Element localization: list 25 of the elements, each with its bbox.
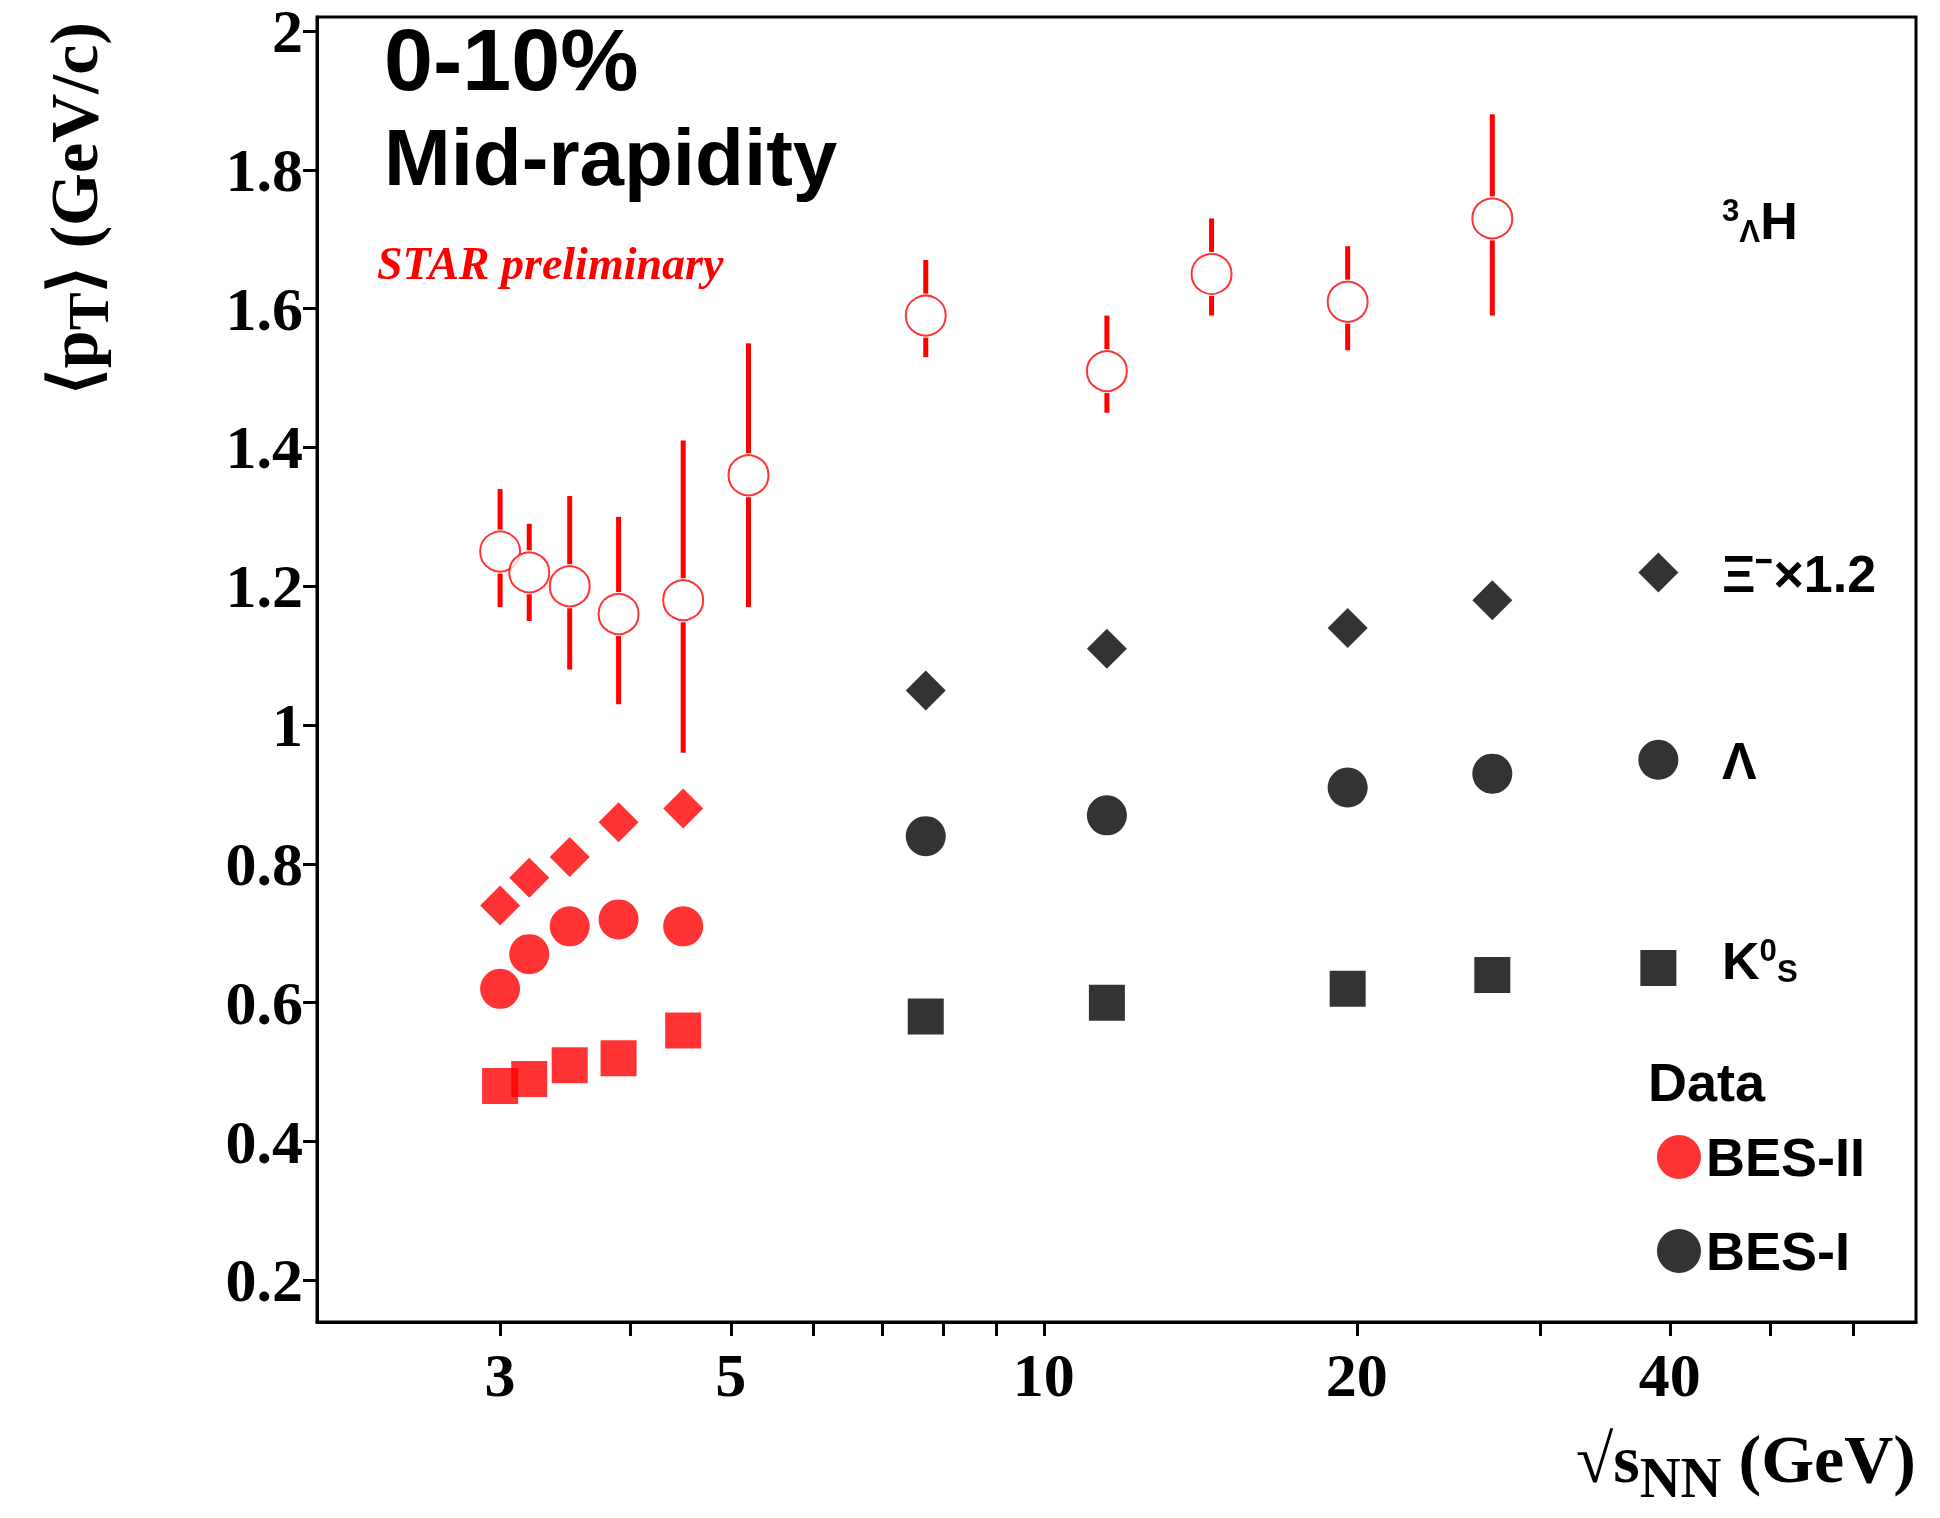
text: Mid-rapidity — [384, 112, 838, 202]
y-tick-label: 0.6 — [225, 968, 303, 1037]
legend-label: BES-II — [1705, 1127, 1866, 1187]
legend-label: BES-I — [1705, 1221, 1851, 1281]
y-tick-label: 0.2 — [225, 1246, 303, 1315]
x-tick-label: 3 — [484, 1341, 516, 1409]
y-tick-label: 0.8 — [225, 829, 303, 898]
x-tick-label: 40 — [1638, 1341, 1701, 1409]
x-tick-label: 20 — [1325, 1341, 1388, 1409]
x-tick-label: 10 — [1012, 1341, 1075, 1409]
y-tick-label: 1 — [272, 691, 303, 760]
x-tick-label: 5 — [715, 1341, 747, 1409]
annotation: 3ΛH — [1722, 192, 1798, 250]
y-tick-label: 1.6 — [225, 274, 303, 343]
annotation: STAR preliminary — [377, 237, 724, 289]
annotation: Λ — [1722, 732, 1757, 790]
y-tick-label: 0.4 — [225, 1107, 303, 1176]
annotation: Ξ⁻×1.2 — [1722, 545, 1877, 603]
chart-title: 0-10% — [384, 9, 639, 109]
x-axis-title: √s$_{NN}$ (GeV) — [1575, 1421, 1916, 1509]
y-tick-label: 1.4 — [225, 413, 303, 482]
legend-title: Data — [1647, 1052, 1766, 1112]
y-tick-label: 2 — [272, 0, 303, 65]
y-tick-label: 1.8 — [225, 135, 303, 204]
y-tick-label: 1.2 — [225, 552, 303, 621]
